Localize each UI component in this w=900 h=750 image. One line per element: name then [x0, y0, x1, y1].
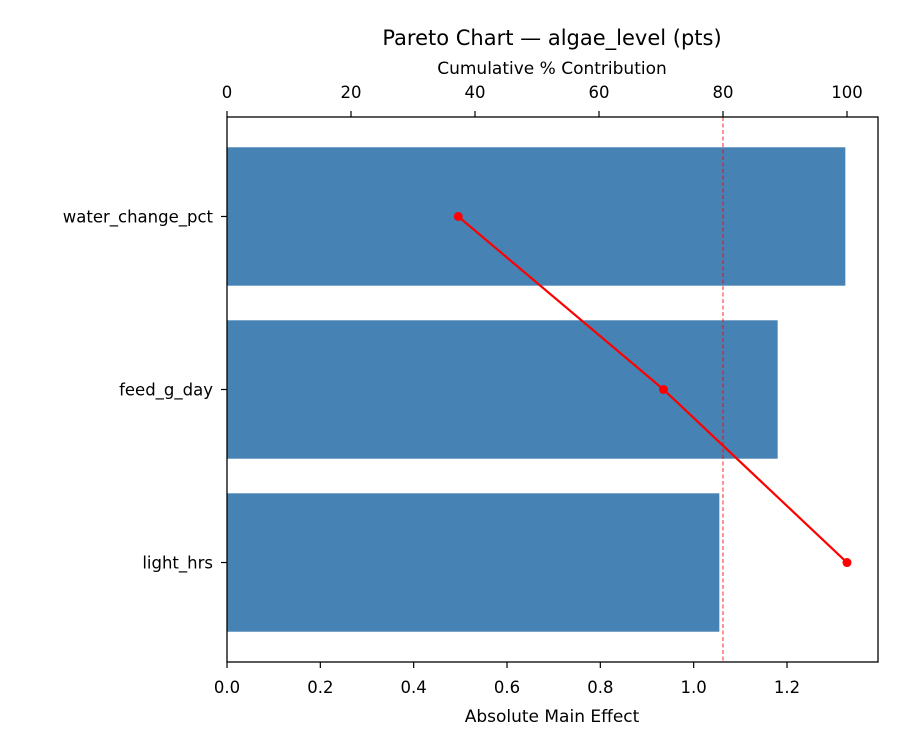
x-tick-label: 1.0: [681, 678, 707, 697]
x-tick-label: 0.6: [494, 678, 520, 697]
y-tick-label: water_change_pct: [63, 207, 214, 227]
x2-tick-label: 20: [341, 83, 362, 102]
bar-feed_g_day: [227, 320, 778, 459]
x2-tick-label: 40: [465, 83, 486, 102]
cumulative-line-group: [453, 211, 852, 568]
y-tick-label: light_hrs: [142, 554, 213, 574]
x2-tick-label: 0: [222, 83, 233, 102]
top-axis: 0 20 40 60 80 100: [222, 83, 863, 117]
bar-light_hrs: [227, 493, 720, 632]
y-tick-label: feed_g_day: [119, 381, 213, 401]
bottom-axis-label: Absolute Main Effect: [465, 707, 640, 727]
x-tick-label: 0.2: [307, 678, 333, 697]
x-tick-label: 1.2: [774, 678, 800, 697]
cumulative-point-water_change_pct: [453, 211, 463, 221]
x2-tick-label: 80: [713, 83, 734, 102]
bars-group: [227, 147, 846, 632]
chart-title: Pareto Chart — algae_level (pts): [382, 26, 721, 51]
x2-tick-label: 100: [831, 83, 863, 102]
bottom-axis: 0.0 0.2 0.4 0.6 0.8 1.0 1.2: [214, 662, 800, 697]
cumulative-point-light_hrs: [842, 558, 852, 568]
x-tick-label: 0.0: [214, 678, 240, 697]
cumulative-point-feed_g_day: [658, 385, 668, 394]
x-tick-label: 0.4: [401, 678, 427, 697]
x2-tick-label: 60: [589, 83, 610, 102]
bar-water_change_pct: [227, 147, 846, 286]
top-axis-label: Cumulative % Contribution: [437, 59, 667, 79]
x-tick-label: 0.8: [587, 678, 613, 697]
category-axis: water_change_pct feed_g_day light_hrs: [63, 207, 227, 574]
